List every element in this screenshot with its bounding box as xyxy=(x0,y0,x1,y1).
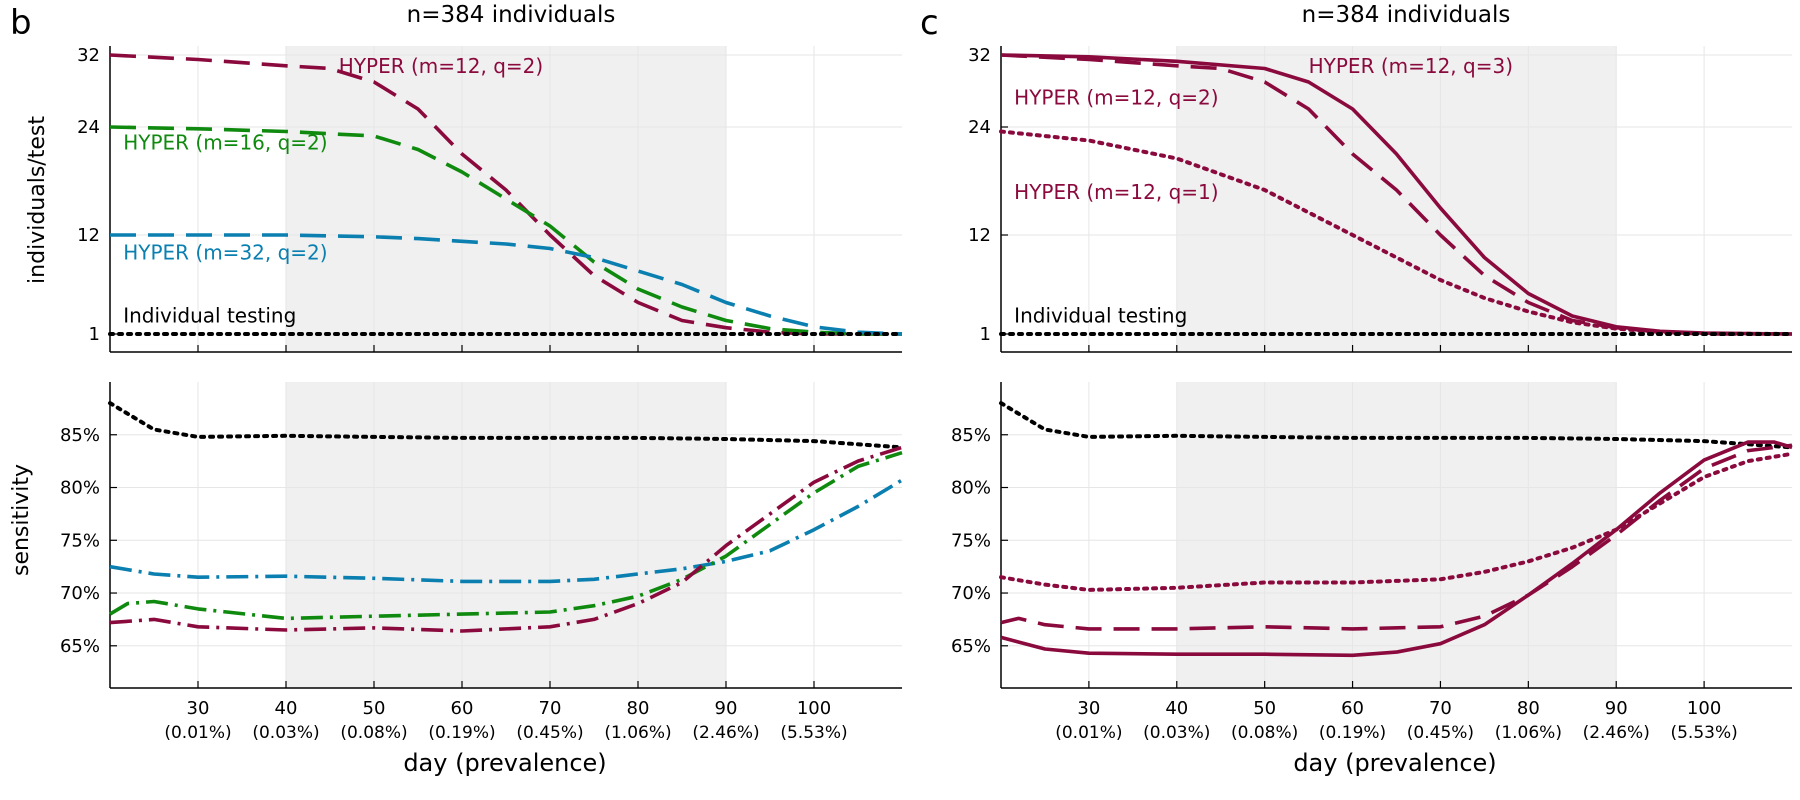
panel-letter-b: b xyxy=(10,3,32,43)
x-tick-sublabel: (0.19%) xyxy=(428,723,495,743)
ylabel-individuals-per-test: individuals/test xyxy=(25,116,50,284)
series-line-hyper-m-16-q-2- xyxy=(109,450,903,621)
x-tick-sublabel: (0.45%) xyxy=(1407,723,1474,743)
series-label: HYPER (m=16, q=2) xyxy=(123,131,327,155)
series-label: HYPER (m=12, q=2) xyxy=(339,54,543,78)
x-tick-sublabel: (2.46%) xyxy=(692,723,759,743)
panel-letter-c: c xyxy=(920,3,939,43)
y-tick-label: 24 xyxy=(968,117,991,138)
x-tick-label: 90 xyxy=(1605,698,1628,719)
series-line-individual-testing xyxy=(999,401,1794,450)
shaded-region xyxy=(286,46,726,352)
y-tick-label: 12 xyxy=(968,225,991,246)
y-tick-label: 75% xyxy=(951,530,991,551)
y-tick-label: 65% xyxy=(60,636,100,657)
x-tick-label: 80 xyxy=(627,698,650,719)
series-line-hyper-m-12-q-1- xyxy=(999,129,1794,336)
x-tick-sublabel: (0.45%) xyxy=(516,723,583,743)
x-tick-label: 100 xyxy=(797,698,831,719)
y-tick-label: 1 xyxy=(980,324,991,345)
series-line-hyper-m-12-q-2- xyxy=(1000,443,1793,631)
x-tick-sublabel: (0.19%) xyxy=(1319,723,1386,743)
panel-b-bottom: 30 (0.01%) 40 (0.03%) 50 (0.08%) 60 (0.19%) 70 (0… xyxy=(60,382,904,743)
x-tick-sublabel: (0.01%) xyxy=(1055,723,1122,743)
series-label: HYPER (m=12, q=1) xyxy=(1014,180,1218,204)
series-line-hyper-m-12-q-3- xyxy=(1000,440,1793,658)
y-tick-label: 24 xyxy=(77,117,100,138)
shaded-region xyxy=(1176,382,1617,688)
shaded-region xyxy=(286,382,726,688)
x-tick-label: 30 xyxy=(1077,698,1100,719)
x-tick-label: 50 xyxy=(363,698,386,719)
y-tick-label: 70% xyxy=(951,583,991,604)
panel-c-bottom: 30 (0.01%) 40 (0.03%) 50 (0.08%) 60 (0.19%) 70 (0… xyxy=(951,382,1794,743)
plot-area: 1 12 24 32 HYPER (m=12, q=2) HYPER (m=16, q=2… xyxy=(60,45,1794,743)
series-label: HYPER (m=12, q=3) xyxy=(1309,54,1513,78)
series-label: Individual testing xyxy=(123,303,296,327)
panel-title-c: n=384 individuals xyxy=(1302,2,1511,28)
x-tick-sublabel: (0.01%) xyxy=(164,723,231,743)
x-tick-sublabel: (0.03%) xyxy=(1143,723,1210,743)
x-tick-sublabel: (5.53%) xyxy=(780,723,847,743)
x-tick-label: 30 xyxy=(187,698,210,719)
x-tick-label: 80 xyxy=(1517,698,1540,719)
x-tick-sublabel: (0.08%) xyxy=(340,723,407,743)
y-tick-label: 12 xyxy=(77,225,100,246)
series-line-hyper-m-32-q-2- xyxy=(109,478,903,584)
y-tick-label: 32 xyxy=(968,45,991,66)
x-tick-label: 50 xyxy=(1253,698,1276,719)
x-tick-sublabel: (5.53%) xyxy=(1670,723,1737,743)
y-tick-label: 80% xyxy=(951,478,991,499)
series-line-hyper-m-12-q-2- xyxy=(109,445,903,633)
series-label: HYPER (m=32, q=2) xyxy=(123,240,327,264)
x-tick-label: 40 xyxy=(1165,698,1188,719)
x-tick-label: 70 xyxy=(539,698,562,719)
x-tick-label: 90 xyxy=(715,698,738,719)
panel-c-top: 1 12 24 32 HYPER (m=12, q=3) HYPER (m=12, q=2… xyxy=(968,45,1794,353)
y-tick-label: 65% xyxy=(951,636,991,657)
x-tick-sublabel: (0.03%) xyxy=(252,723,319,743)
series-label: HYPER (m=12, q=2) xyxy=(1014,86,1218,110)
x-tick-label: 70 xyxy=(1429,698,1452,719)
y-tick-label: 1 xyxy=(89,324,100,345)
panel-title-b: n=384 individuals xyxy=(407,2,616,28)
x-tick-label: 60 xyxy=(451,698,474,719)
series-line-hyper-m-32-q-2- xyxy=(110,233,903,336)
x-tick-sublabel: (1.06%) xyxy=(604,723,671,743)
ylabel-sensitivity: sensitivity xyxy=(9,464,34,576)
x-tick-sublabel: (2.46%) xyxy=(1583,723,1650,743)
y-tick-label: 85% xyxy=(951,425,991,446)
xlabel-b: day (prevalence) xyxy=(403,749,606,777)
y-tick-label: 32 xyxy=(77,45,100,66)
y-tick-label: 75% xyxy=(60,530,100,551)
y-tick-label: 85% xyxy=(60,425,100,446)
x-tick-label: 40 xyxy=(275,698,298,719)
panel-b-top: 1 12 24 32 HYPER (m=12, q=2) HYPER (m=16, q=2… xyxy=(77,45,904,353)
series-line-hyper-m-16-q-2- xyxy=(109,125,902,336)
series-label: Individual testing xyxy=(1014,303,1187,327)
x-tick-label: 100 xyxy=(1687,698,1721,719)
x-tick-sublabel: (0.08%) xyxy=(1231,723,1298,743)
series-line-individual-testing xyxy=(108,401,904,450)
series-line-hyper-m-12-q-1- xyxy=(999,451,1794,592)
y-tick-label: 70% xyxy=(60,583,100,604)
xlabel-c: day (prevalence) xyxy=(1293,749,1496,777)
x-tick-sublabel: (1.06%) xyxy=(1495,723,1562,743)
x-tick-label: 60 xyxy=(1341,698,1364,719)
y-tick-label: 80% xyxy=(60,478,100,499)
